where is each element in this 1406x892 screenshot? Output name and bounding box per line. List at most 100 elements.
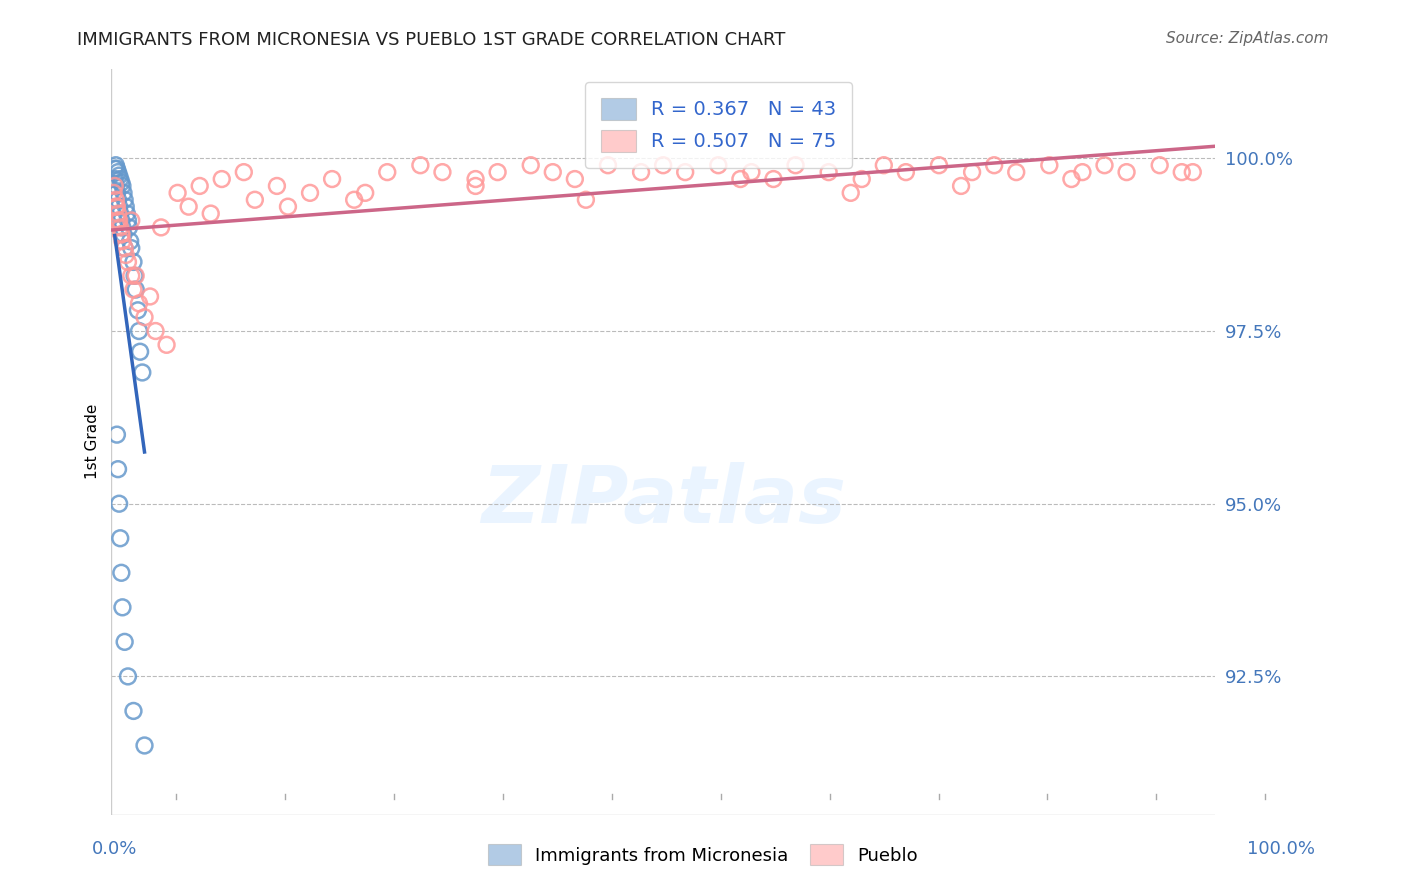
Point [131,366,153,380]
Point [1060,172,1083,186]
Point [232,165,254,179]
Point [114,241,136,255]
Point [707,158,730,172]
Point [114,200,136,214]
Point [166,186,188,200]
Point [464,172,486,186]
Point [188,178,211,193]
Text: IMMIGRANTS FROM MICRONESIA VS PUEBLO 1ST GRADE CORRELATION CHART: IMMIGRANTS FROM MICRONESIA VS PUEBLO 1ST… [77,31,786,49]
Point [120,213,142,227]
Point [155,338,177,352]
Point [839,186,862,200]
Point [432,165,454,179]
Point [112,186,135,200]
Point [108,213,131,227]
Point [104,158,127,172]
Point [108,497,131,511]
Point [117,669,139,683]
Point [139,289,162,303]
Point [111,600,134,615]
Point [1071,165,1094,179]
Point [299,186,322,200]
Point [104,178,127,193]
Text: Source: ZipAtlas.com: Source: ZipAtlas.com [1166,31,1329,46]
Point [129,344,152,359]
Point [983,158,1005,172]
Point [541,165,564,179]
Point [104,161,127,176]
Point [630,165,652,179]
Point [114,241,136,255]
Point [105,427,128,442]
Legend: R = 0.367   N = 43, R = 0.507   N = 75: R = 0.367 N = 43, R = 0.507 N = 75 [585,82,852,168]
Point [110,172,132,186]
Point [277,200,299,214]
Point [200,206,222,220]
Point [596,158,619,172]
Point [1181,165,1204,179]
Point [1115,165,1137,179]
Point [110,531,132,545]
Point [107,165,129,179]
Point [375,165,398,179]
Point [960,165,983,179]
Point [564,172,586,186]
Point [873,158,896,172]
Point [117,255,139,269]
Point [266,178,288,193]
Text: 100.0%: 100.0% [1247,840,1315,858]
Point [127,303,149,318]
Point [177,200,200,214]
Text: ZIPatlas: ZIPatlas [481,462,845,541]
Point [817,165,839,179]
Point [114,635,136,649]
Point [730,172,752,186]
Point [108,200,131,214]
Point [107,193,129,207]
Point [114,193,136,207]
Point [110,227,132,242]
Point [108,169,131,183]
Point [112,227,135,242]
Point [321,172,343,186]
Point [111,234,134,248]
Point [243,193,266,207]
Point [107,462,129,476]
Point [343,193,366,207]
Point [575,193,598,207]
Point [211,172,233,186]
Point [128,324,150,338]
Point [122,283,145,297]
Point [125,268,148,283]
Point [118,220,141,235]
Point [120,241,142,255]
Point [105,186,128,200]
Point [114,248,136,262]
Point [1149,158,1171,172]
Point [125,283,148,297]
Point [105,200,128,214]
Point [120,268,142,283]
Point [110,227,132,242]
Point [145,324,167,338]
Text: 0.0%: 0.0% [91,840,136,858]
Point [122,255,145,269]
Point [134,739,156,753]
Point [110,176,132,190]
Point [950,178,973,193]
Point [110,206,132,220]
Point [894,165,917,179]
Point [519,158,541,172]
Point [110,220,132,235]
Point [103,186,125,200]
Point [486,165,509,179]
Point [105,161,128,176]
Point [128,296,150,310]
Point [464,178,486,193]
Point [1171,165,1194,179]
Y-axis label: 1st Grade: 1st Grade [86,404,100,479]
Point [111,220,134,235]
Point [107,206,129,220]
Point [134,310,156,325]
Point [110,566,132,580]
